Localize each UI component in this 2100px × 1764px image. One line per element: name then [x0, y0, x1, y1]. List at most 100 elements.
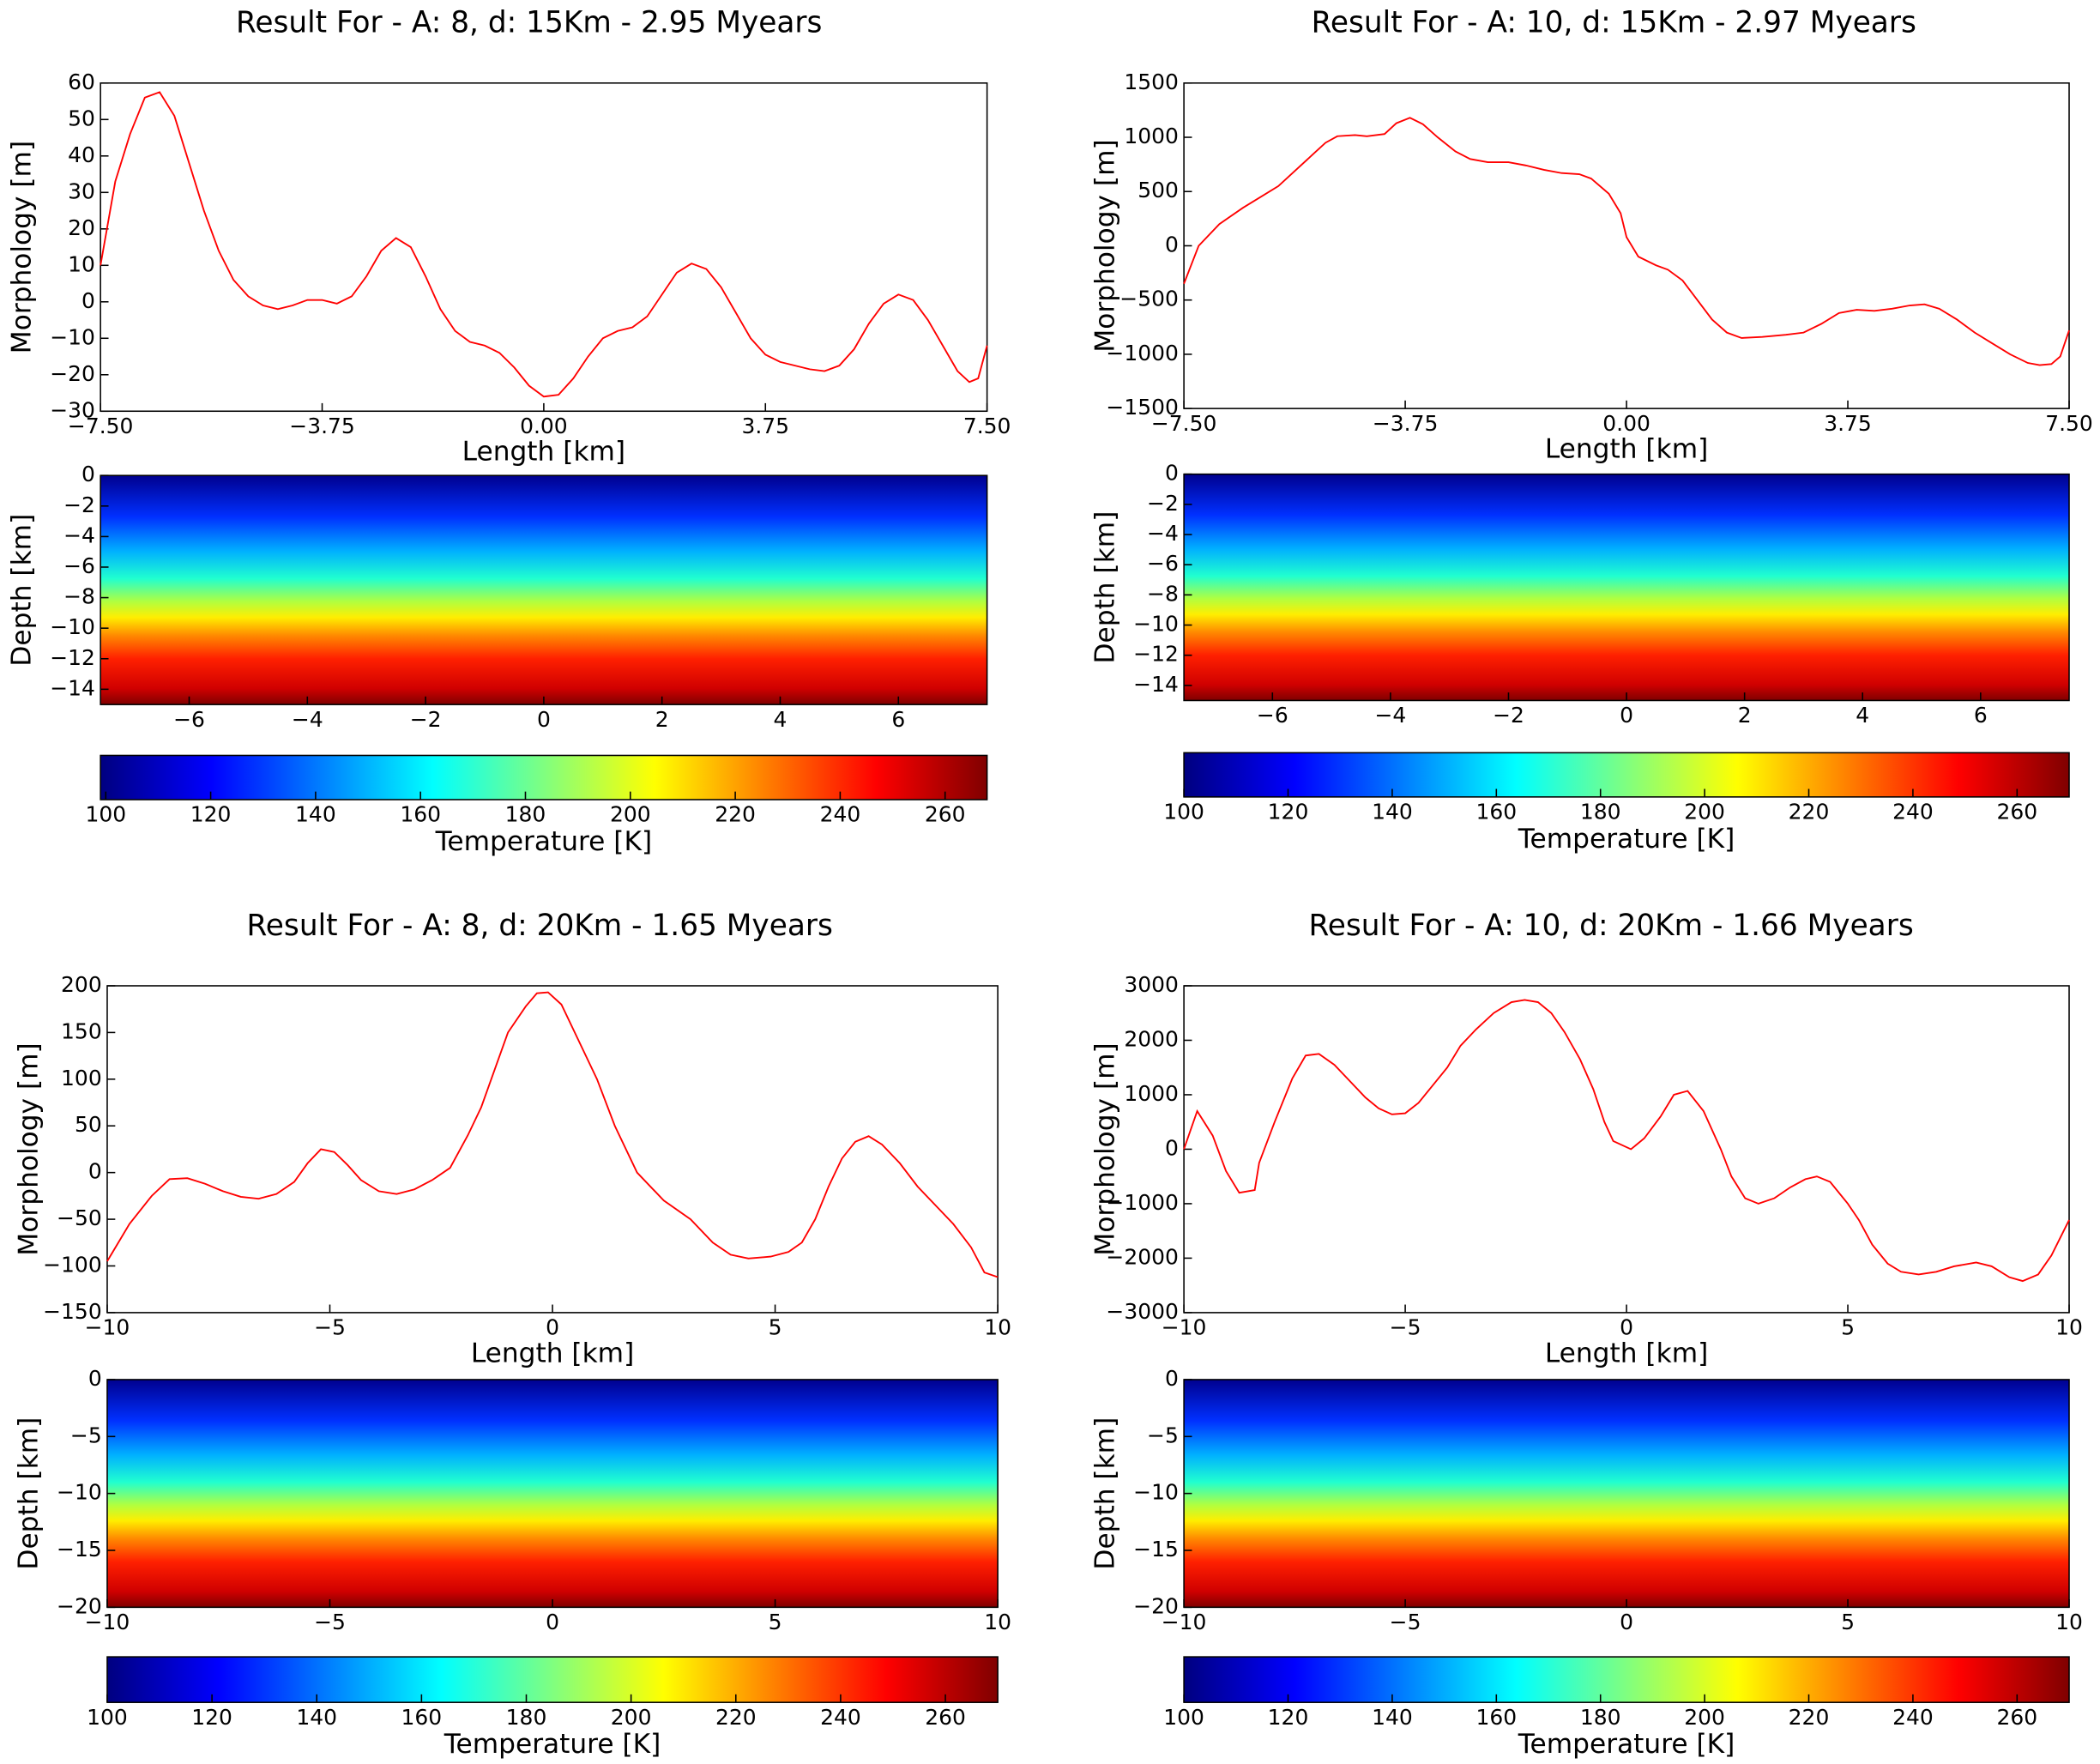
- colorbar-tick-label: 120: [190, 802, 232, 827]
- x-tick-label: −7.50: [68, 414, 134, 438]
- x-tick-label: −10: [1162, 1610, 1207, 1634]
- y-tick-label: 100: [61, 1066, 102, 1090]
- y-tick-label: −6: [1147, 551, 1179, 576]
- colorbar-tick-label: 240: [1892, 800, 1934, 825]
- x-tick-label: 10: [984, 1315, 1011, 1340]
- y-tick-label: −5: [1147, 1423, 1179, 1447]
- y-tick-label: 3000: [1124, 972, 1179, 997]
- colorbar-tick-label: 180: [1580, 1705, 1621, 1730]
- x-tick-label: −5: [1390, 1315, 1421, 1340]
- y-tick-label: −15: [1133, 1537, 1179, 1562]
- x-tick-label: −5: [314, 1315, 346, 1340]
- x-tick-label: 3.75: [1824, 411, 1872, 436]
- plot-frame: [1183, 82, 2070, 409]
- colorbar-tick-label: 200: [610, 802, 651, 827]
- x-tick-label: 3.75: [741, 414, 789, 438]
- y-tick-label: −30: [50, 397, 95, 422]
- x-tick-label: −3.75: [1373, 411, 1439, 436]
- x-tick-label: 0: [537, 707, 551, 732]
- y-tick-label: 0: [88, 1366, 102, 1391]
- y-tick-label: −2: [1147, 491, 1179, 516]
- colorbar-tick-label: 260: [925, 1705, 966, 1730]
- colorbar-tick-label: 200: [611, 1705, 652, 1730]
- y-tick-label: −1000: [1106, 1190, 1178, 1215]
- colorbar-tick-label: 260: [1996, 1705, 2037, 1730]
- chart-title: Result For - A: 10, d: 20Km - 1.66 Myear…: [1308, 909, 1913, 943]
- colorbar-tick-label: 140: [296, 1705, 337, 1730]
- x-axis-label: Length [km]: [1545, 434, 1708, 465]
- x-tick-label: −2: [1493, 703, 1524, 728]
- colorbar-label: Temperature [K]: [435, 826, 653, 857]
- colorbar-tick-label: 220: [1789, 1705, 1830, 1730]
- x-tick-label: 0.00: [520, 414, 568, 438]
- y-tick-label: 150: [61, 1018, 102, 1043]
- y-tick-label: −14: [50, 675, 95, 700]
- data-line: [100, 91, 988, 398]
- colorbar: [100, 754, 988, 800]
- x-axis-label: Length [km]: [1545, 1338, 1708, 1368]
- x-tick-label: −5: [1390, 1610, 1421, 1634]
- colorbar-tick-label: 260: [1996, 800, 2037, 825]
- y-tick-label: 20: [68, 215, 95, 240]
- y-tick-label: −6: [63, 553, 95, 578]
- x-tick-label: −10: [85, 1315, 130, 1340]
- y-tick-label: 0: [81, 288, 95, 313]
- y-tick-label: −10: [50, 614, 95, 639]
- x-tick-label: 5: [1841, 1610, 1855, 1634]
- x-axis-label: Length [km]: [471, 1338, 634, 1368]
- plot-frame: [1183, 985, 2070, 1314]
- x-axis-label: Length [km]: [462, 437, 625, 468]
- x-tick-label: 0: [546, 1315, 559, 1340]
- y-tick-label: −12: [50, 645, 95, 670]
- x-tick-label: −7.50: [1151, 411, 1217, 436]
- y-tick-label: 2000: [1124, 1026, 1179, 1051]
- colorbar-tick-label: 260: [925, 802, 966, 827]
- x-tick-label: −5: [314, 1610, 346, 1634]
- y-axis-label: Depth [km]: [13, 1417, 44, 1570]
- y-tick-label: 0: [1165, 232, 1179, 257]
- x-tick-label: 10: [2055, 1315, 2083, 1340]
- colorbar-tick-label: 200: [1684, 1705, 1725, 1730]
- colorbar-tick-label: 140: [295, 802, 336, 827]
- y-tick-label: 200: [61, 972, 102, 997]
- colorbar-tick-label: 240: [820, 802, 861, 827]
- x-tick-label: −2: [410, 707, 442, 732]
- y-axis-label: Morphology [m]: [1090, 1042, 1121, 1255]
- y-tick-label: 0: [81, 462, 95, 486]
- y-tick-label: 0: [1165, 461, 1179, 486]
- y-tick-label: 0: [1165, 1135, 1179, 1160]
- x-tick-label: 0.00: [1602, 411, 1650, 436]
- y-tick-label: −15: [57, 1537, 102, 1562]
- y-tick-label: −2000: [1106, 1244, 1178, 1269]
- y-axis-label: Morphology [m]: [1090, 139, 1121, 352]
- x-tick-label: 5: [1841, 1315, 1855, 1340]
- y-tick-label: −4: [63, 523, 95, 547]
- colorbar-tick-label: 220: [715, 1705, 757, 1730]
- chart-title: Result For - A: 8, d: 15Km - 2.95 Myears: [236, 6, 822, 40]
- y-tick-label: 10: [68, 251, 95, 276]
- x-tick-label: 2: [655, 707, 669, 732]
- x-tick-label: 7.50: [963, 414, 1011, 438]
- plot-frame: [106, 1379, 999, 1609]
- colorbar: [1183, 1656, 2070, 1703]
- plot-frame: [1183, 1379, 2070, 1609]
- y-tick-label: −500: [1119, 287, 1179, 311]
- x-tick-label: 4: [774, 707, 788, 732]
- y-tick-label: −14: [1133, 672, 1179, 697]
- x-tick-label: −10: [85, 1610, 130, 1634]
- x-tick-label: −3.75: [289, 414, 355, 438]
- chart-title: Result For - A: 8, d: 20Km - 1.65 Myears: [247, 909, 833, 943]
- heatmap: [100, 475, 987, 705]
- x-tick-label: −4: [292, 707, 323, 732]
- colorbar-tick-label: 180: [506, 1705, 547, 1730]
- colorbar-tick-label: 120: [1268, 1705, 1309, 1730]
- plot-frame: [106, 985, 999, 1314]
- x-tick-label: 6: [891, 707, 905, 732]
- y-tick-label: −2: [63, 492, 95, 517]
- x-tick-label: −6: [173, 707, 205, 732]
- x-tick-label: 0: [1620, 703, 1633, 728]
- colorbar-tick-label: 240: [820, 1705, 861, 1730]
- y-tick-label: 0: [88, 1159, 102, 1184]
- x-tick-label: 10: [984, 1610, 1011, 1634]
